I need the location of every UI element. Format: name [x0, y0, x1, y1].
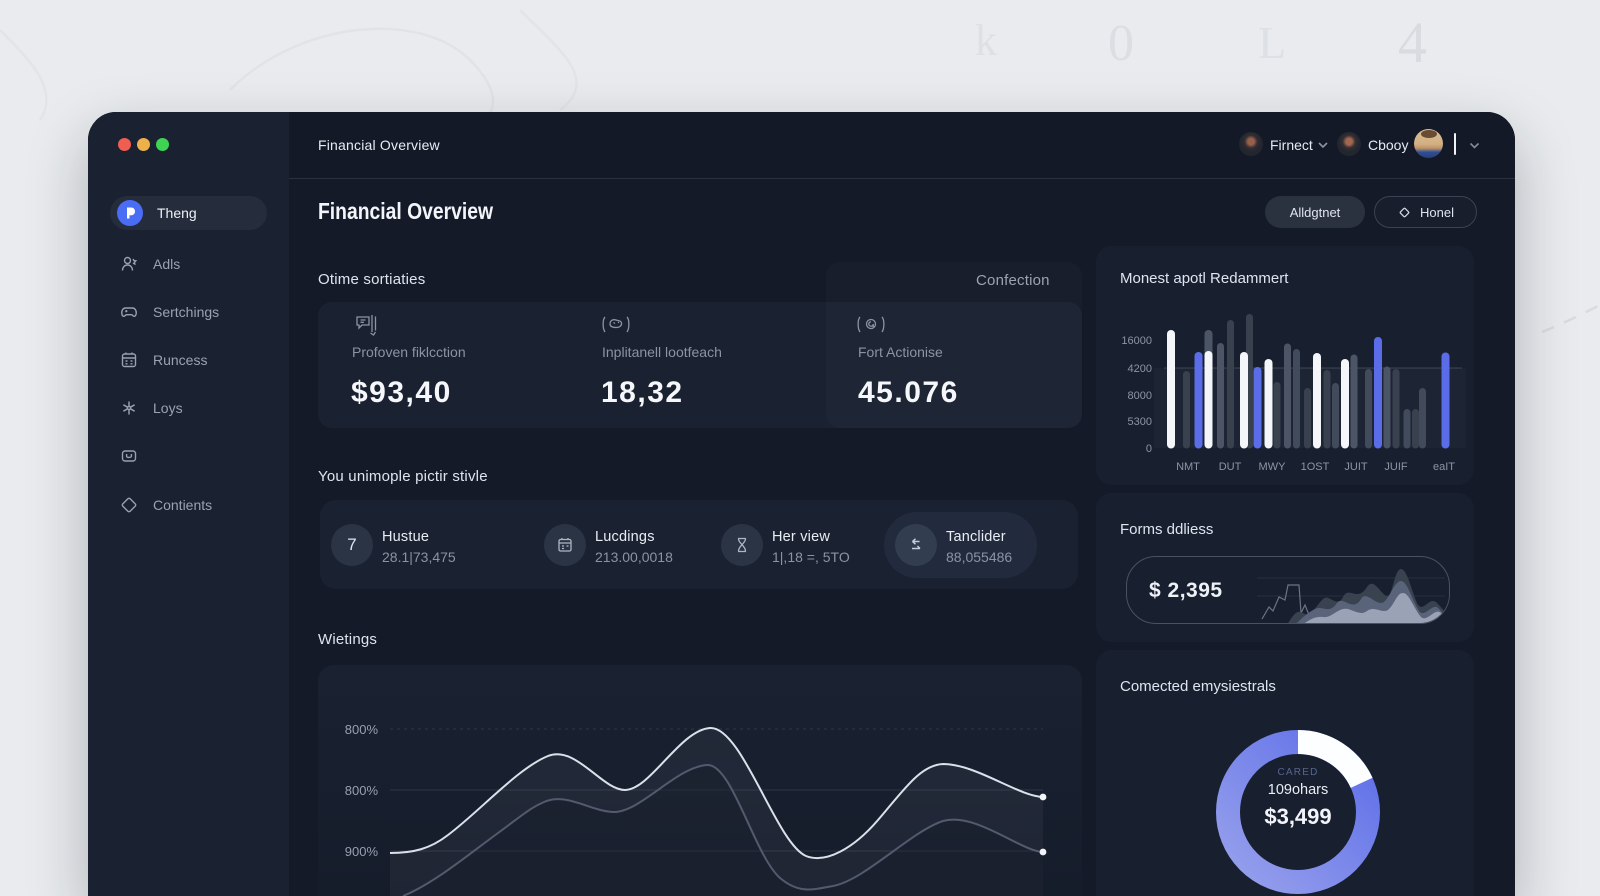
svg-text:0: 0 — [1108, 15, 1134, 72]
svg-text:JUIF: JUIF — [1384, 461, 1408, 473]
svg-text:eaIT: eaIT — [1433, 461, 1455, 473]
svg-text:5300: 5300 — [1128, 416, 1152, 428]
svg-text:MWY: MWY — [1259, 461, 1287, 473]
svg-text:L: L — [1258, 17, 1286, 68]
svg-text:900%: 900% — [345, 844, 379, 859]
svg-text:k: k — [975, 16, 997, 65]
svg-text:4200: 4200 — [1128, 363, 1152, 375]
svg-text:0: 0 — [1146, 443, 1152, 455]
svg-text:JUIT: JUIT — [1344, 461, 1368, 473]
svg-text:800%: 800% — [345, 722, 379, 737]
svg-text:DUT: DUT — [1219, 461, 1242, 473]
svg-text:4: 4 — [1398, 10, 1427, 75]
svg-text:800%: 800% — [345, 783, 379, 798]
svg-text:1OST: 1OST — [1301, 461, 1330, 473]
svg-text:16000: 16000 — [1121, 335, 1152, 347]
svg-text:NMT: NMT — [1176, 461, 1200, 473]
svg-text:8000: 8000 — [1128, 390, 1152, 402]
